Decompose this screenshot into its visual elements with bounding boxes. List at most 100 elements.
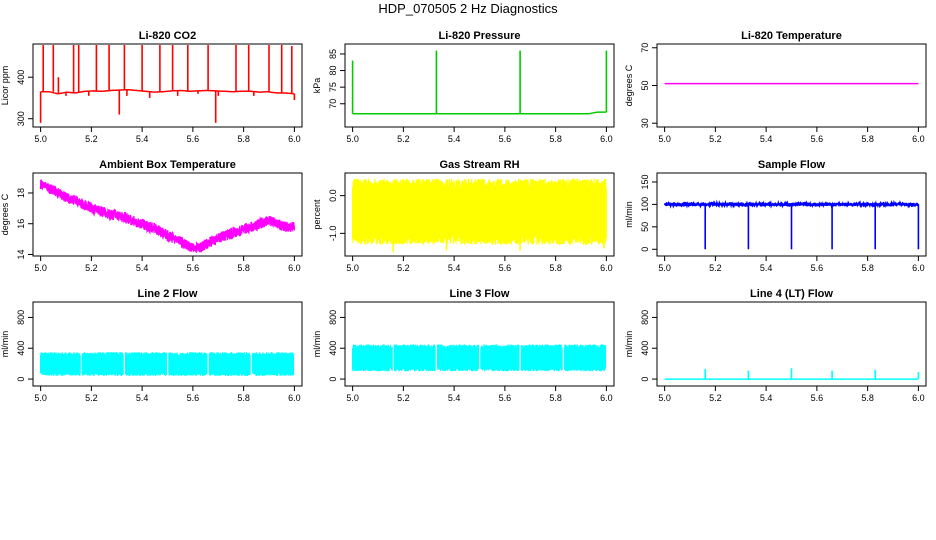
y-axis-label: degrees C [624, 64, 634, 106]
y-tick-label: 50 [640, 80, 650, 90]
x-tick-label: 5.6 [187, 134, 200, 144]
x-tick-label: 5.2 [397, 263, 410, 273]
x-tick-label: 5.2 [709, 393, 722, 403]
panel-title: Sample Flow [758, 159, 826, 171]
x-tick-label: 5.6 [811, 393, 824, 403]
x-tick-label: 6.0 [912, 263, 925, 273]
panel-title: Line 2 Flow [138, 288, 198, 300]
plot-frame [344, 43, 615, 128]
x-tick-label: 5.2 [85, 134, 98, 144]
y-axis-label: Licor ppm [0, 66, 10, 106]
x-tick-label: 5.0 [34, 263, 47, 273]
x-tick-label: 5.0 [658, 134, 671, 144]
y-tick-label: 400 [328, 341, 338, 356]
plot-frame [32, 43, 303, 128]
y-tick-label: 0 [328, 377, 338, 382]
y-tick-label: 30 [640, 118, 650, 128]
x-tick-label: 6.0 [912, 393, 925, 403]
x-tick-label: 5.6 [499, 263, 512, 273]
y-tick-label: 0 [16, 377, 26, 382]
y-tick-label: 150 [640, 174, 650, 189]
x-tick-label: 5.2 [85, 393, 98, 403]
x-tick-label: 5.8 [237, 263, 250, 273]
x-tick-label: 5.8 [237, 134, 250, 144]
x-tick-label: 5.8 [861, 263, 874, 273]
panel-title: Li-820 Temperature [741, 30, 842, 42]
x-tick-label: 5.6 [499, 134, 512, 144]
x-tick-label: 5.8 [549, 263, 562, 273]
y-tick-label: 100 [640, 197, 650, 212]
x-tick-label: 6.0 [600, 134, 613, 144]
panel-title: Line 3 Flow [450, 288, 510, 300]
plot-frame [32, 172, 303, 257]
series-band-core [352, 186, 607, 237]
y-tick-label: 800 [16, 310, 26, 325]
y-tick-label: -1.0 [328, 226, 338, 242]
y-tick-label: 400 [640, 341, 650, 356]
y-tick-label: 800 [640, 310, 650, 325]
y-tick-label: 18 [16, 188, 26, 198]
y-axis-label: ml/min [312, 331, 322, 358]
x-tick-label: 6.0 [600, 263, 613, 273]
plot-frame [656, 172, 927, 257]
x-tick-label: 6.0 [288, 393, 301, 403]
x-tick-label: 5.4 [136, 263, 149, 273]
panel-title: Li-820 CO2 [139, 30, 196, 42]
x-tick-label: 5.0 [346, 393, 359, 403]
x-tick-label: 5.0 [34, 134, 47, 144]
plot-frame [32, 301, 303, 387]
x-tick-label: 5.8 [861, 134, 874, 144]
y-tick-label: 300 [16, 111, 26, 126]
x-tick-label: 5.0 [658, 393, 671, 403]
chart-panel-2: Li-820 Pressure kPa 5.0 5.2 5.4 5.6 5.8 6.0 70 75… [312, 30, 615, 144]
y-tick-label: 800 [328, 310, 338, 325]
x-tick-label: 5.4 [448, 263, 461, 273]
x-tick-label: 5.6 [187, 263, 200, 273]
x-tick-label: 5.2 [709, 263, 722, 273]
x-tick-label: 5.0 [346, 134, 359, 144]
x-tick-label: 5.2 [709, 134, 722, 144]
x-tick-label: 5.0 [658, 263, 671, 273]
x-tick-label: 5.4 [448, 134, 461, 144]
plot-frame [344, 172, 615, 257]
x-tick-label: 5.4 [760, 393, 773, 403]
x-tick-label: 5.4 [136, 134, 149, 144]
y-axis-label: ml/min [624, 331, 634, 358]
y-tick-label: 85 [328, 49, 338, 59]
x-tick-label: 5.4 [448, 393, 461, 403]
chart-panel-3: Li-820 Temperature degrees C 5.0 5.2 5.4 5.6 5… [624, 30, 927, 144]
x-tick-label: 5.6 [811, 134, 824, 144]
y-tick-label: 80 [328, 66, 338, 76]
series-noise [40, 180, 295, 253]
plot-frame [656, 301, 927, 387]
x-tick-label: 5.2 [85, 263, 98, 273]
y-tick-label: 70 [640, 43, 650, 53]
chart-panel-4: Ambient Box Temperature degrees C 5.0 5.2 5.… [0, 159, 303, 273]
chart-panel-7: Line 2 Flow ml/min 5.0 5.2 5.4 5.6 5.8 6.0 0 400 8… [0, 288, 303, 403]
x-tick-label: 5.4 [760, 134, 773, 144]
x-tick-label: 6.0 [912, 134, 925, 144]
x-tick-label: 5.2 [397, 134, 410, 144]
panel-title: Li-820 Pressure [439, 30, 521, 42]
chart-panel-5: Gas Stream RH percent 5.0 5.2 5.4 5.6 5.8 6.0 -1… [312, 159, 615, 273]
x-tick-label: 5.6 [811, 263, 824, 273]
y-tick-label: 400 [16, 70, 26, 85]
y-axis-label: percent [312, 199, 322, 230]
y-tick-label: 50 [640, 222, 650, 232]
panel-title: Ambient Box Temperature [99, 159, 236, 171]
x-tick-label: 5.4 [136, 393, 149, 403]
chart-panel-8: Line 3 Flow ml/min 5.0 5.2 5.4 5.6 5.8 6.0 0 400 8… [312, 288, 615, 403]
y-tick-label: 75 [328, 82, 338, 92]
y-tick-label: 0 [640, 247, 650, 252]
x-tick-label: 5.0 [346, 263, 359, 273]
x-tick-label: 5.6 [499, 393, 512, 403]
x-tick-label: 5.8 [549, 393, 562, 403]
series-line [40, 88, 295, 95]
chart-panel-9: Line 4 (LT) Flow ml/min 5.0 5.2 5.4 5.6 5.8 6.0… [624, 288, 927, 403]
series-line [352, 111, 607, 115]
y-tick-label: 16 [16, 219, 26, 229]
y-tick-label: 0 [640, 377, 650, 382]
x-tick-label: 5.2 [397, 393, 410, 403]
x-tick-label: 5.8 [861, 393, 874, 403]
